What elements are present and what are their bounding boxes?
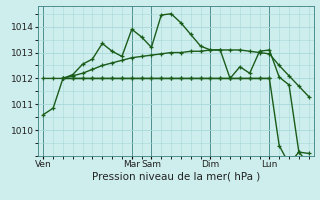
X-axis label: Pression niveau de la mer( hPa ): Pression niveau de la mer( hPa ) — [92, 172, 260, 182]
